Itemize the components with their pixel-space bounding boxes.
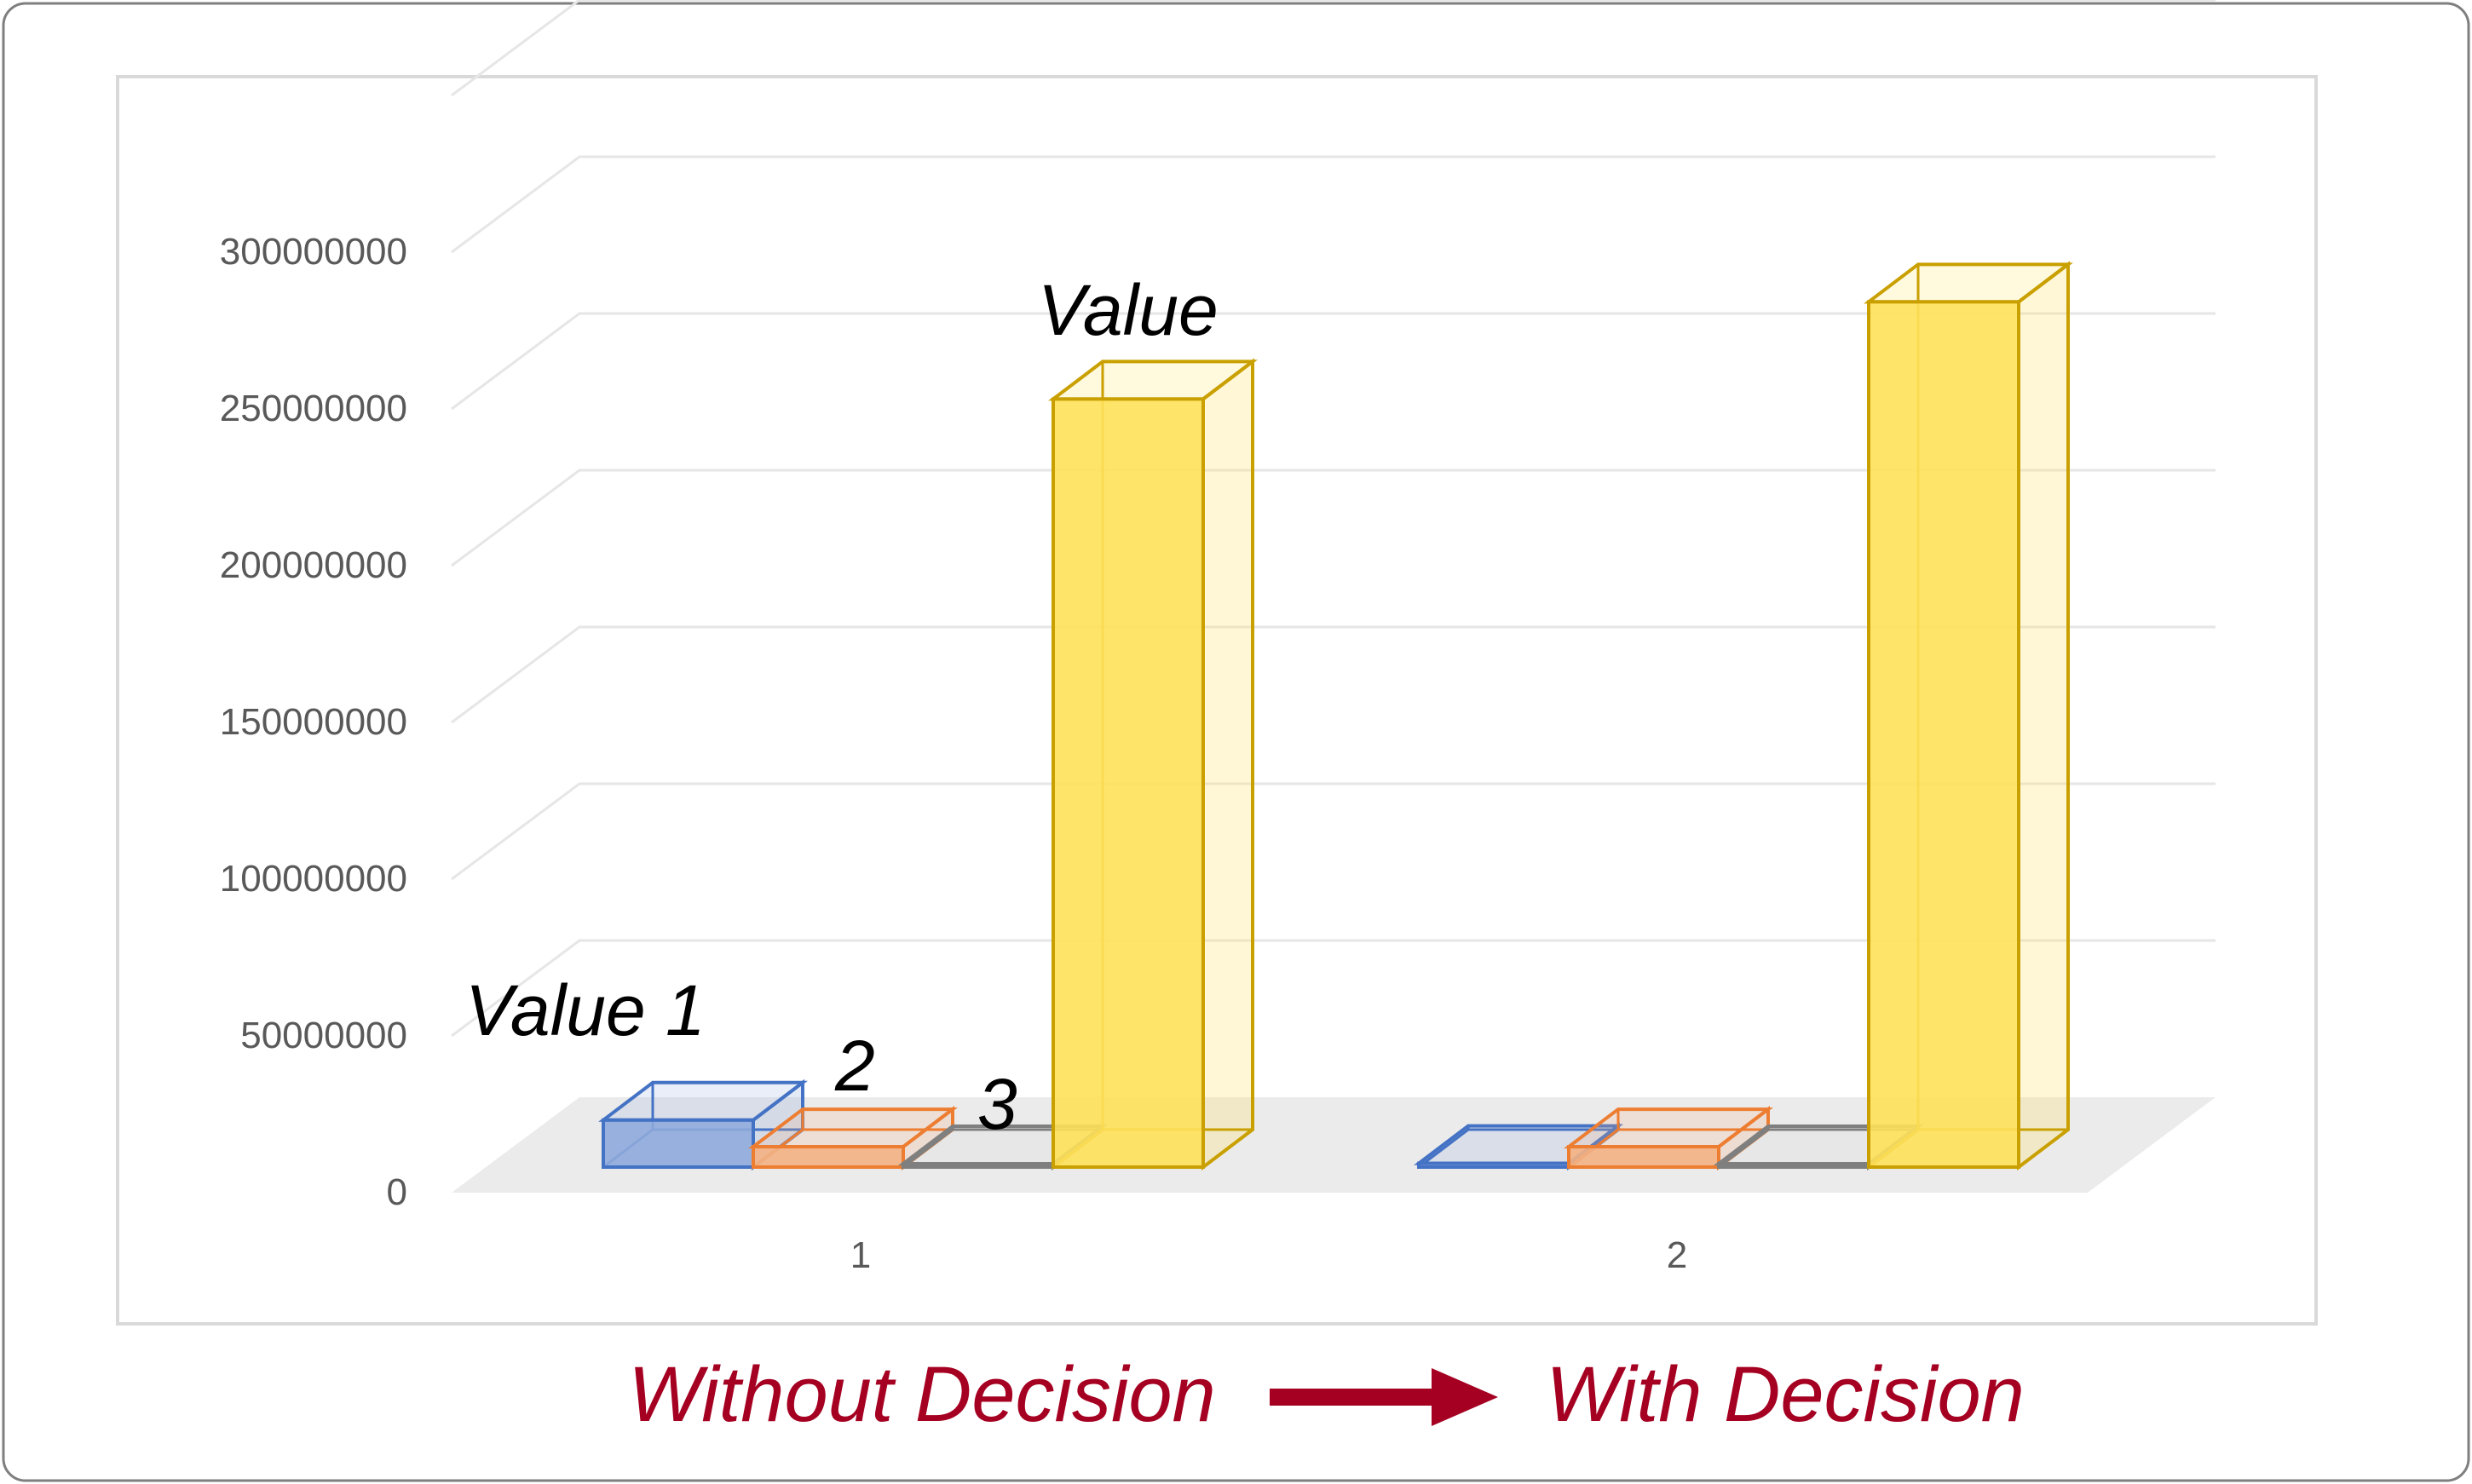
caption-without-decision: Without Decision (628, 1351, 1215, 1438)
x-tick-label: 1 (850, 1234, 871, 1276)
bar (1048, 358, 1258, 1171)
y-tick-label: 300000000 (220, 231, 407, 273)
gridline (451, 939, 2216, 1038)
arrow-right-icon (1270, 1368, 1498, 1426)
y-tick-label: 100000000 (220, 858, 407, 900)
gridline (451, 312, 2216, 411)
gridline (451, 625, 2216, 724)
caption-with-decision: With Decision (1546, 1351, 2025, 1438)
y-tick-label: 250000000 (220, 388, 407, 429)
y-tick-label: 0 (387, 1171, 407, 1213)
y-tick-label: 150000000 (220, 701, 407, 743)
gridline (451, 155, 2216, 254)
bar (1864, 261, 2073, 1171)
y-tick-label: 200000000 (220, 544, 407, 586)
annotation-value-1: Value 1 (465, 970, 706, 1050)
gridlines (451, 0, 2216, 1038)
x-tick-label: 2 (1667, 1234, 1687, 1276)
annotation-value: Value (1038, 270, 1219, 350)
gridline (451, 0, 2216, 97)
gridline (451, 469, 2216, 567)
annotation-2: 2 (834, 1026, 875, 1106)
bars (598, 261, 2073, 1171)
y-axis-ticks: 0 50000000 100000000 150000000 200000000 2500… (220, 231, 407, 1213)
bar (748, 1106, 958, 1171)
bar (1564, 1106, 1773, 1171)
bar (598, 1078, 808, 1171)
gridline (451, 782, 2216, 881)
annotation-3: 3 (977, 1064, 1017, 1144)
y-tick-label: 50000000 (240, 1015, 407, 1056)
